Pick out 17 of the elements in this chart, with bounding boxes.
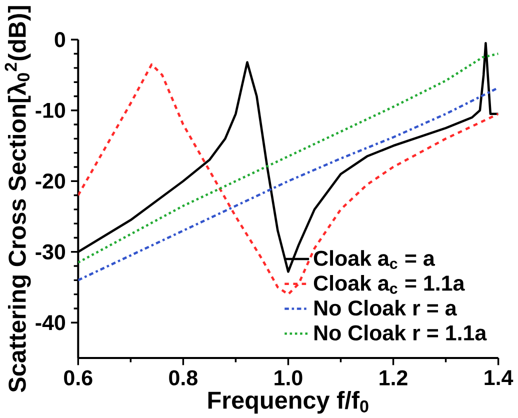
x-tick-label: 0.6 — [64, 370, 92, 386]
y-tick-label: -20 — [36, 173, 66, 189]
line-series — [78, 63, 498, 296]
legend-label: No Cloak r = 1.1a — [314, 324, 487, 340]
y-axis-title: Scattering Cross Section[λ$_{0}$$^{2}$(dB)] — [4, 6, 31, 392]
y-tick-label: 0 — [54, 32, 66, 48]
x-tick-label: 1.0 — [274, 370, 302, 386]
y-tick-label: -10 — [36, 102, 66, 118]
x-tick-label: 1.4 — [484, 370, 514, 385]
x-tick-label: 1.2 — [380, 370, 408, 386]
y-tick-label: -40 — [36, 314, 66, 330]
y-tick-label: -30 — [36, 244, 66, 260]
legend-label: Cloak a$_{c}$ = a — [314, 250, 436, 269]
legend-label: Cloak a$_{c}$ = 1.1a — [314, 274, 465, 294]
legend-label: No Cloak r = a — [314, 300, 457, 316]
x-axis-title: Frequency f/f$_{0}$ — [208, 390, 368, 414]
x-tick-label: 0.8 — [169, 370, 198, 386]
